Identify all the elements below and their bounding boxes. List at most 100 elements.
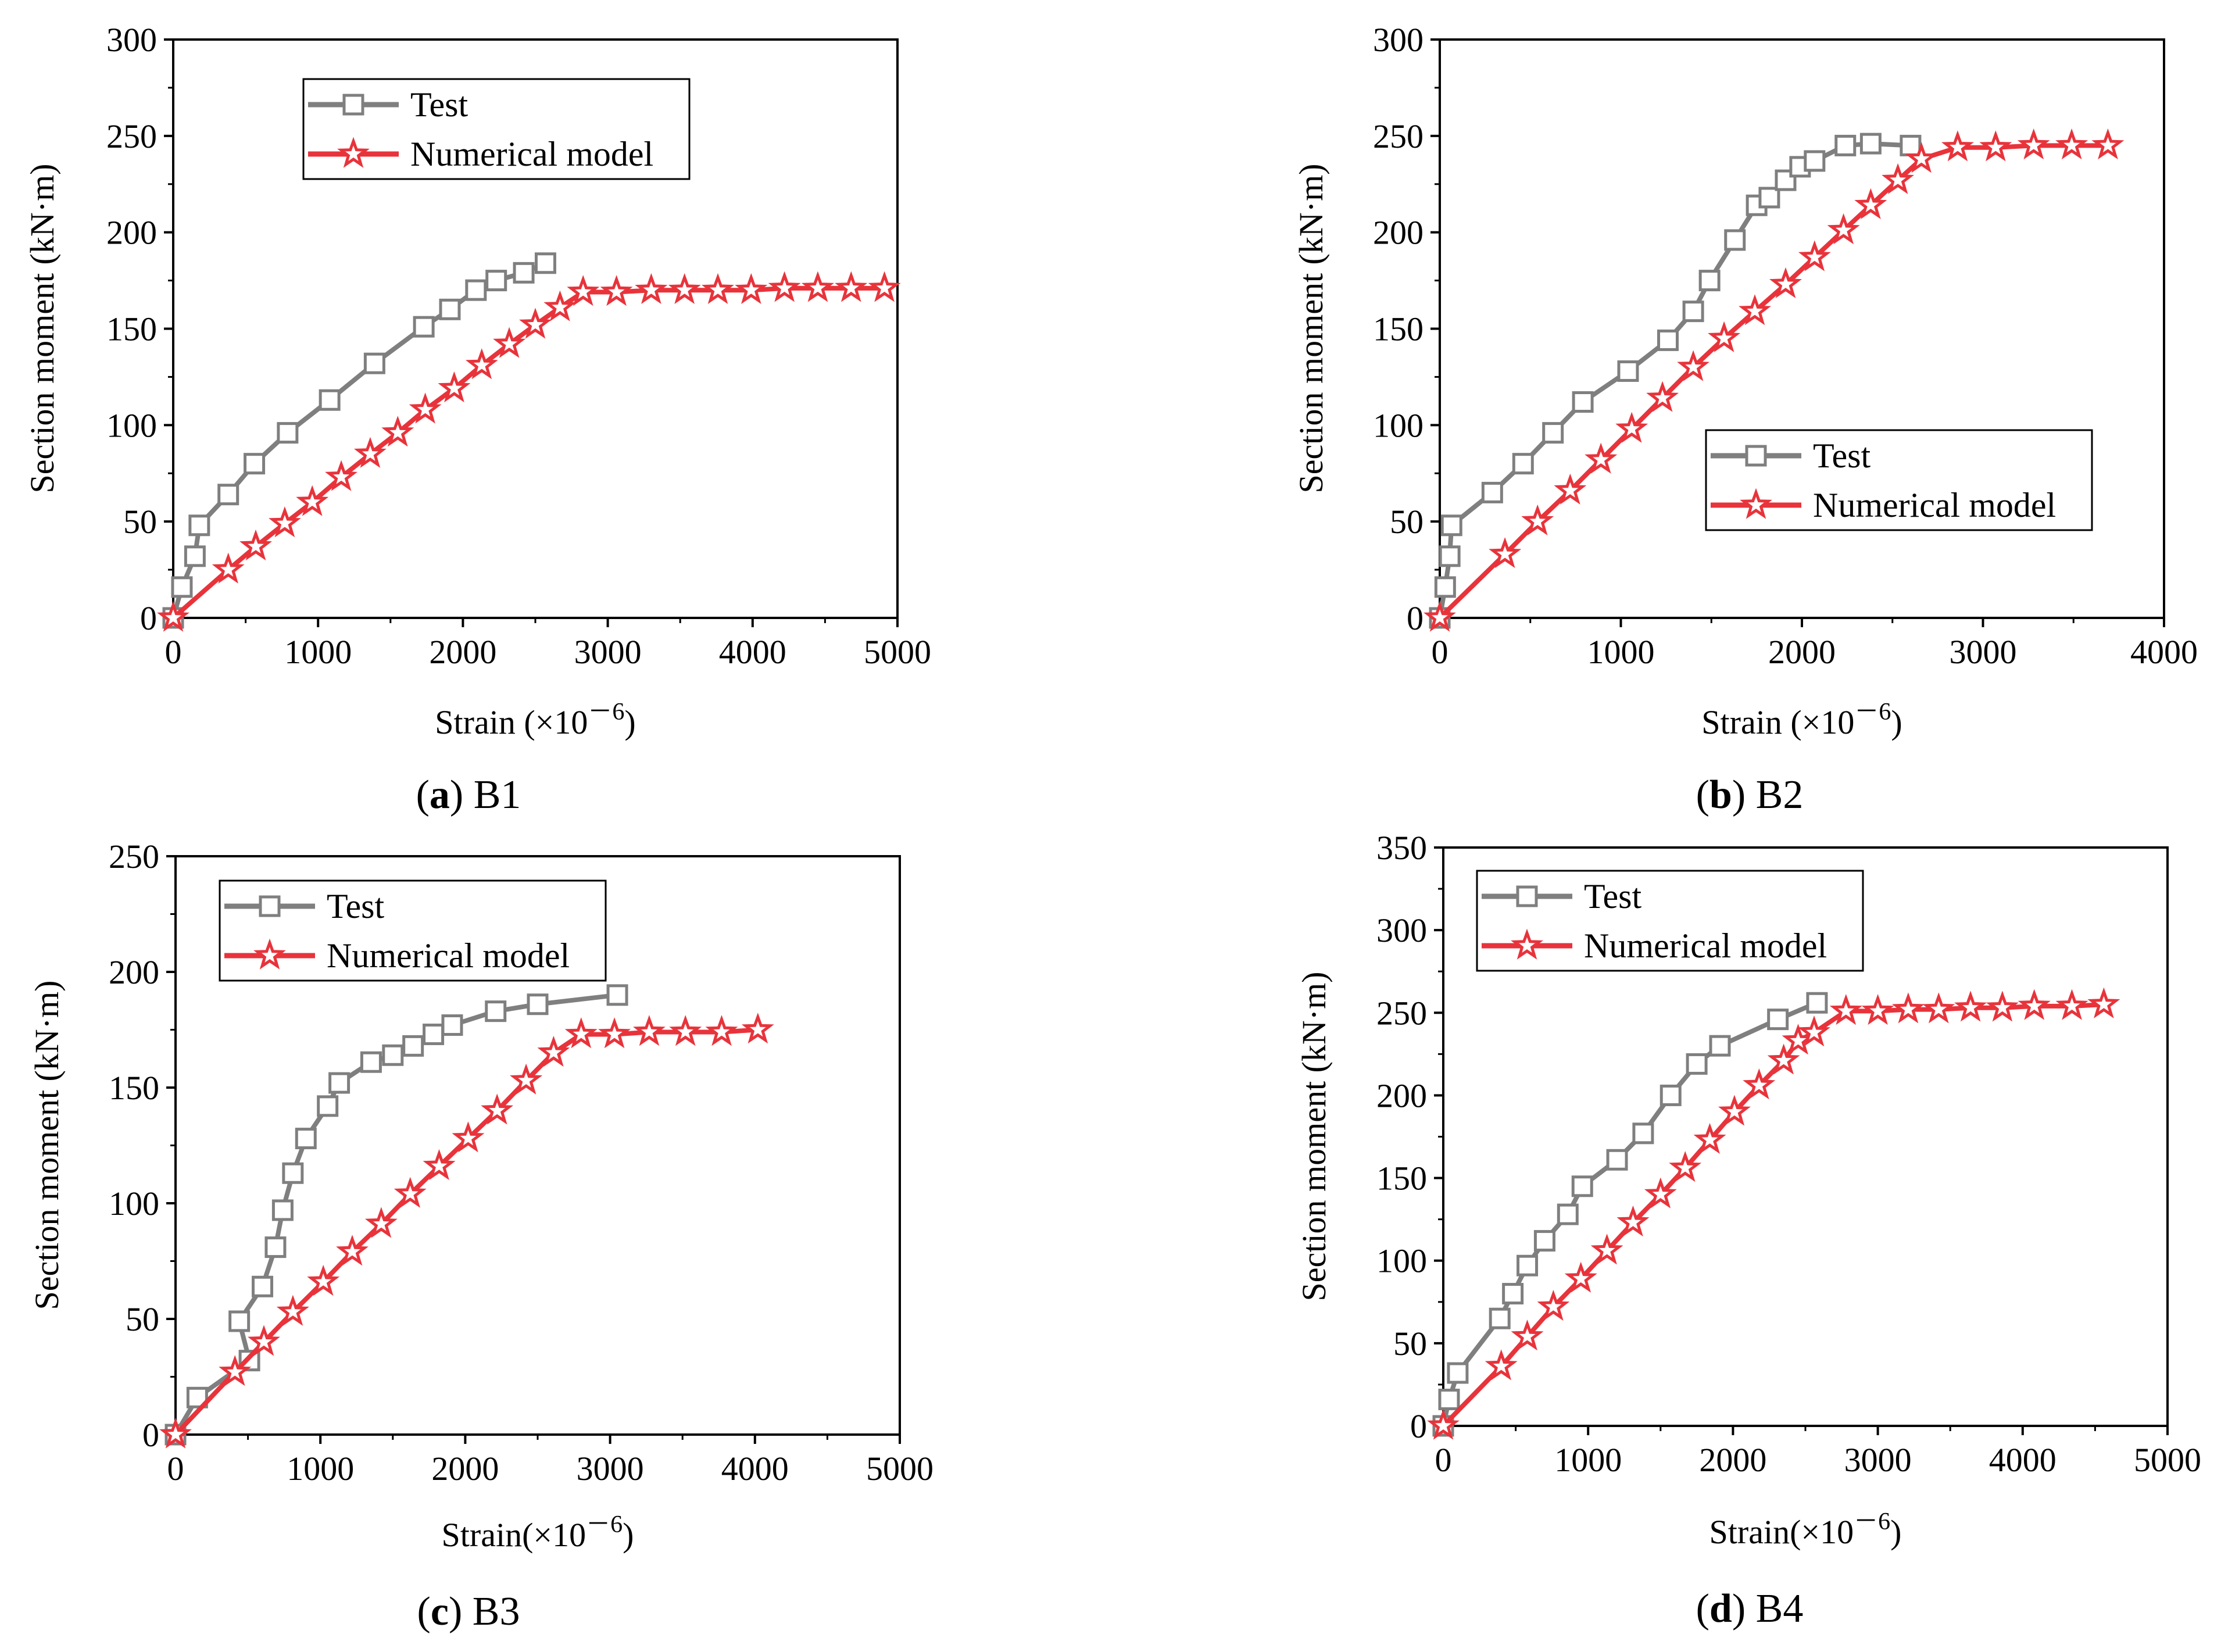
model-point <box>741 1013 774 1044</box>
model-series-line <box>174 1027 759 1436</box>
model-point <box>633 1015 666 1046</box>
x-axis-label: Strain (×10－6) <box>1701 699 1902 741</box>
y-tick-label: 0 <box>140 599 157 637</box>
y-tick-label: 100 <box>1373 406 1424 444</box>
x-tick-label: 2000 <box>431 1450 499 1487</box>
caption-text: B4 <box>1756 1586 1804 1631</box>
model-point <box>394 1177 427 1208</box>
model-point <box>307 1264 340 1296</box>
y-tick-label: 250 <box>1373 117 1424 155</box>
x-tick-label: 1000 <box>284 633 352 671</box>
legend-test-label: Test <box>1813 437 1870 475</box>
test-point <box>1657 329 1679 351</box>
legend-test-label: Test <box>1584 877 1641 916</box>
legend-model-marker <box>1511 928 1543 960</box>
x-tick-label: 3000 <box>577 1450 644 1487</box>
model-point <box>2055 989 2088 1020</box>
model-point <box>1798 240 1831 271</box>
test-point <box>1447 1362 1469 1384</box>
test-point <box>1572 391 1594 413</box>
model-point <box>768 271 801 302</box>
test-point <box>423 1023 445 1045</box>
tick-labels: 0 1000 2000 3000 4000 5000 0 50 100 150 200 250 300 <box>106 21 931 671</box>
caption-text: B3 <box>473 1589 520 1634</box>
test-point <box>252 1275 274 1297</box>
legend-model-label: Numerical model <box>1584 927 1827 965</box>
test-point <box>277 422 299 444</box>
x-tick-label: 0 <box>167 1450 184 1487</box>
model-point <box>157 600 189 632</box>
model-point <box>364 1207 398 1238</box>
x-axis-label: Strain(×10－6) <box>1709 1508 1902 1551</box>
test-point <box>402 1035 424 1057</box>
model-point <box>465 348 498 380</box>
x-tick-label: 0 <box>165 633 182 671</box>
model-series-line <box>1438 143 2108 620</box>
plot-frame <box>1439 38 2165 619</box>
x-axis-label-main: Strain (×10 <box>435 703 588 741</box>
x-tick-label: 0 <box>1432 633 1449 671</box>
test-point <box>1767 1009 1789 1031</box>
y-tick-label: 0 <box>1410 1407 1427 1445</box>
chart-panel-b: 0 1000 2000 3000 4000 0 50 100 150 200 250 300 Sect… <box>1292 21 2198 817</box>
y-tick-label: 50 <box>1390 503 1424 541</box>
model-point <box>702 273 734 304</box>
x-tick-label: 2000 <box>1768 633 1836 671</box>
model-point <box>1922 992 1955 1024</box>
test-point <box>413 316 435 338</box>
test-point <box>1481 481 1503 503</box>
x-axis-label-main: Strain(×10 <box>1709 1513 1854 1551</box>
x-axis-label-close: ) <box>1891 703 1902 741</box>
x-axis-label-close: ) <box>1890 1513 1901 1551</box>
legend: Test Numerical model <box>1705 429 2093 531</box>
x-axis-label: Strain (×10－6) <box>435 699 635 741</box>
model-point <box>2017 128 2050 160</box>
model-point <box>1585 442 1618 474</box>
y-tick-label: 300 <box>1376 911 1427 949</box>
model-point <box>1861 993 1894 1025</box>
data-series <box>1427 987 2120 1440</box>
model-point <box>543 290 577 321</box>
x-tick-label: 2000 <box>1699 1441 1766 1479</box>
y-tick-label: 0 <box>1407 599 1424 637</box>
model-point <box>1511 1320 1544 1351</box>
model-point <box>2018 989 2051 1020</box>
x-tick-label: 2000 <box>429 633 496 671</box>
test-point <box>1900 134 1922 156</box>
x-tick-label: 1000 <box>1554 1441 1622 1479</box>
y-axis-label: Section moment (kN·m) <box>1295 971 1333 1301</box>
x-axis-label-exponent: －6 <box>586 1511 623 1538</box>
test-point <box>485 270 507 292</box>
test-point <box>1758 187 1780 209</box>
y-tick-label: 300 <box>1373 21 1424 59</box>
model-point <box>835 271 868 302</box>
test-point <box>1660 1084 1682 1106</box>
x-axis-label-exponent: －6 <box>588 699 624 725</box>
y-axis-label: Section moment (kN·m) <box>23 163 61 493</box>
test-point <box>534 252 556 274</box>
model-point <box>1769 267 1802 299</box>
test-point <box>1617 360 1639 382</box>
x-tick-label: 5000 <box>864 633 931 671</box>
model-point <box>239 529 273 561</box>
model-point <box>481 1093 514 1125</box>
panel-caption: (d) B4 <box>1696 1586 1804 1631</box>
legend-test-marker <box>259 895 281 917</box>
y-tick-label: 200 <box>106 214 157 252</box>
y-tick-label: 250 <box>106 117 157 155</box>
caption-letter: c <box>431 1589 449 1634</box>
legend-model-marker <box>253 938 286 970</box>
legend-box <box>1705 429 2093 531</box>
model-point <box>1485 1349 1518 1381</box>
model-point <box>1739 294 1771 326</box>
test-point <box>1606 1149 1628 1171</box>
model-point <box>325 460 358 491</box>
test-point <box>228 1310 251 1332</box>
y-tick-label: 150 <box>1373 310 1424 348</box>
model-point <box>564 1017 598 1049</box>
test-point <box>485 1000 507 1022</box>
x-tick-label: 0 <box>1435 1441 1452 1479</box>
test-point <box>188 514 210 537</box>
model-point <box>1882 163 1914 194</box>
